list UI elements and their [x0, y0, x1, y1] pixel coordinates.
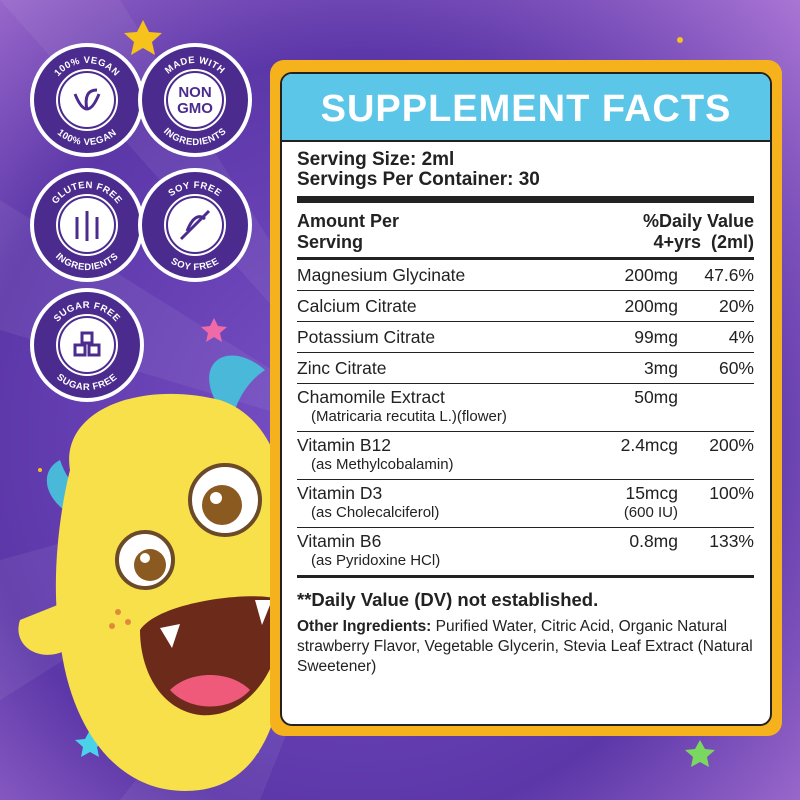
- daily-value-text: 60%: [718, 358, 754, 378]
- supplement-facts-panel: SUPPLEMENT FACTS Serving Size: 2ml Servi…: [280, 72, 772, 726]
- ingredient-detail: (as Pyridoxine HCl): [311, 552, 441, 569]
- other-text: Purified Water, Citric Acid, Organic Nat…: [297, 618, 753, 675]
- facts-title: SUPPLEMENT FACTS: [282, 74, 770, 142]
- badge-inner-ring: [56, 69, 118, 131]
- badge-icon: [179, 209, 211, 241]
- ingredient-name: Vitamin B12: [297, 435, 392, 455]
- amount-detail: (600 IU): [623, 504, 678, 521]
- ingredient-name: Vitamin B6: [297, 531, 382, 551]
- ingredient: Potassium Citrate: [297, 322, 568, 352]
- amount-value: 99mg: [634, 327, 678, 347]
- daily-value-text: 47.6%: [704, 265, 754, 285]
- header-text: Amount Per: [297, 211, 400, 231]
- amount-value: 0.8mg: [629, 531, 678, 551]
- ingredient: Calcium Citrate: [297, 291, 568, 321]
- amount: 0.8mg: [568, 530, 678, 575]
- monster-illustration: [18, 355, 293, 791]
- amount: 200mg: [568, 260, 678, 290]
- daily-value-text: 100%: [709, 483, 754, 503]
- daily-value-text: 20%: [718, 296, 754, 316]
- amount: 2.4mcg: [568, 434, 678, 479]
- other-ingredients: Other Ingredients: Purified Water, Citri…: [297, 617, 754, 677]
- table-header: Amount Per Serving %Daily Value 4+yrs (2ml…: [297, 203, 754, 257]
- badge-icon: [73, 331, 101, 357]
- daily-value: 133%: [678, 530, 754, 575]
- amount-value: 2.4mcg: [620, 435, 678, 455]
- daily-value: 20%: [678, 291, 754, 321]
- ingredient: Vitamin B12 (as Methylcobalamin): [297, 434, 568, 479]
- servings-per-container: Servings Per Container: 30: [297, 169, 540, 190]
- divider: [297, 257, 754, 260]
- badge-inner-ring: [56, 194, 118, 256]
- footnote: **Daily Value (DV) not established.: [297, 589, 599, 610]
- ingredient-name: Chamomile Extract: [297, 387, 445, 407]
- ingredient: Zinc Citrate: [297, 353, 568, 383]
- ingredient: Magnesium Glycinate: [297, 260, 568, 290]
- daily-value: 200%: [678, 434, 754, 479]
- daily-value-text: 4%: [728, 327, 754, 347]
- badge-inner: [168, 73, 222, 127]
- amount: 200mg: [568, 291, 678, 321]
- ingredient-name: Zinc Citrate: [297, 358, 387, 378]
- daily-value-text: 200%: [709, 435, 754, 455]
- daily-value: 100%: [678, 482, 754, 527]
- amount: 99mg: [568, 322, 678, 352]
- badge-inner-ring: [56, 314, 118, 376]
- ingredient-name: Vitamin D3: [297, 483, 383, 503]
- ingredient-detail: (as Cholecalciferol): [311, 504, 440, 521]
- facts-row: Potassium Citrate 99mg 4%: [297, 322, 754, 353]
- badge-inner: [60, 318, 114, 372]
- facts-row: Chamomile Extract (Matricaria recutita L.…: [297, 384, 754, 432]
- facts-row: Vitamin B6 (as Pyridoxine HCl) 0.8mg 133%: [297, 528, 754, 576]
- header-text: %Daily Value: [642, 211, 754, 231]
- facts-row: Zinc Citrate 3mg 60%: [297, 353, 754, 384]
- facts-row: Vitamin D3 (as Cholecalciferol) 15mcg (600 …: [297, 480, 754, 528]
- amount-value: 15mcg: [625, 483, 678, 503]
- daily-value: [678, 386, 754, 431]
- header-text: Serving: [297, 232, 364, 252]
- badge-center-text: NON: [178, 84, 211, 101]
- amount-value: 3mg: [643, 358, 678, 378]
- facts-rows: Magnesium Glycinate 200mg 47.6% Calcium Cit…: [297, 260, 754, 576]
- amount-value: 200mg: [624, 265, 678, 285]
- ingredient-name: Potassium Citrate: [297, 327, 436, 347]
- badge-icon: [73, 88, 101, 111]
- amount-value: 200mg: [624, 296, 678, 316]
- badge-bottom-text: SOY FREE: [169, 256, 221, 273]
- ingredient-name: Calcium Citrate: [297, 296, 417, 316]
- ingredient-detail: (as Methylcobalamin): [311, 456, 454, 473]
- amount: 15mcg (600 IU): [568, 482, 678, 527]
- ingredient: Vitamin D3 (as Cholecalciferol): [297, 482, 568, 527]
- amount: 50mg: [568, 386, 678, 431]
- ingredient-name: Magnesium Glycinate: [297, 265, 466, 285]
- facts-row: Vitamin B12 (as Methylcobalamin) 2.4mcg 200…: [297, 432, 754, 480]
- divider: [297, 196, 754, 203]
- badge-icon: [75, 211, 99, 241]
- ingredient-detail: (Matricaria recutita L.)(flower): [311, 408, 507, 425]
- facts-row: Magnesium Glycinate 200mg 47.6%: [297, 260, 754, 291]
- facts-row: Calcium Citrate 200mg 20%: [297, 291, 754, 322]
- daily-value: 4%: [678, 322, 754, 352]
- daily-value-text: 133%: [709, 531, 754, 551]
- daily-value: 60%: [678, 353, 754, 383]
- header-text: 4+yrs (2ml): [653, 232, 754, 252]
- badge-bottom-text: SOY FREE: [169, 256, 221, 273]
- amount-value: 50mg: [634, 387, 678, 407]
- daily-value: 47.6%: [678, 260, 754, 290]
- badge-center-text: GMO: [177, 100, 213, 117]
- ingredient: Vitamin B6 (as Pyridoxine HCl): [297, 530, 568, 575]
- badge-inner-ring: [164, 69, 226, 131]
- divider: [297, 576, 754, 578]
- other-label: Other Ingredients:: [297, 618, 432, 635]
- ingredient: Chamomile Extract (Matricaria recutita L.…: [297, 386, 568, 431]
- serving-size: Serving Size: 2ml: [297, 149, 455, 170]
- badge-inner-ring: [164, 194, 226, 256]
- amount: 3mg: [568, 353, 678, 383]
